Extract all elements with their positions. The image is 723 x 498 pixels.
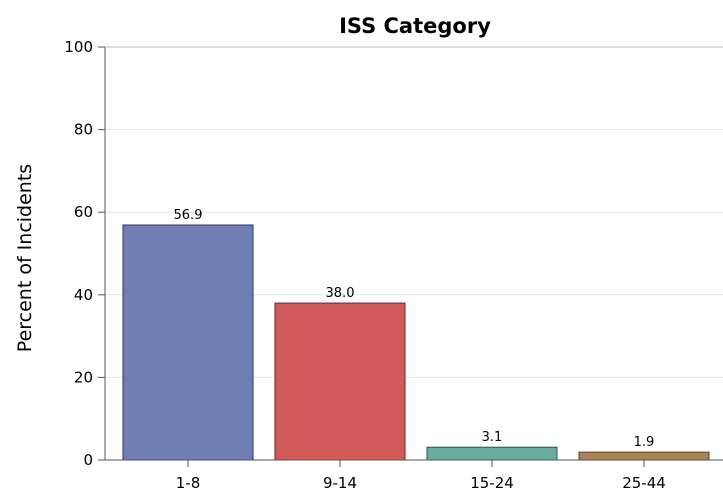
x-tick-label: 15-24	[470, 474, 514, 492]
chart-title: ISS Category	[339, 14, 491, 38]
x-tick-label: 25-44	[622, 474, 666, 492]
y-tick-label: 100	[64, 38, 93, 56]
y-ticks: 0 20 40 60 80 100	[64, 38, 105, 469]
data-labels: 56.9 38.0 3.1 1.9	[174, 208, 655, 450]
x-ticks: 1-8 9-14 15-24 25-44	[176, 460, 666, 492]
data-label: 56.9	[174, 208, 203, 223]
data-label: 1.9	[634, 435, 655, 450]
x-tick-label: 9-14	[323, 474, 357, 492]
y-tick-label: 0	[83, 451, 93, 469]
y-tick-label: 40	[74, 286, 93, 304]
bar-9-14	[274, 302, 406, 461]
y-tick-label: 60	[74, 203, 93, 221]
data-label: 3.1	[482, 430, 503, 445]
x-tick-label: 1-8	[176, 474, 201, 492]
bar-1-8	[122, 224, 254, 461]
bar-15-24	[426, 446, 558, 461]
axes	[104, 46, 723, 461]
y-axis-label: Percent of Incidents	[14, 164, 36, 352]
bar-25-44	[578, 451, 710, 461]
data-label: 38.0	[326, 286, 355, 301]
y-tick-label: 80	[74, 121, 93, 139]
y-tick-label: 20	[74, 368, 93, 386]
bars	[122, 224, 710, 461]
